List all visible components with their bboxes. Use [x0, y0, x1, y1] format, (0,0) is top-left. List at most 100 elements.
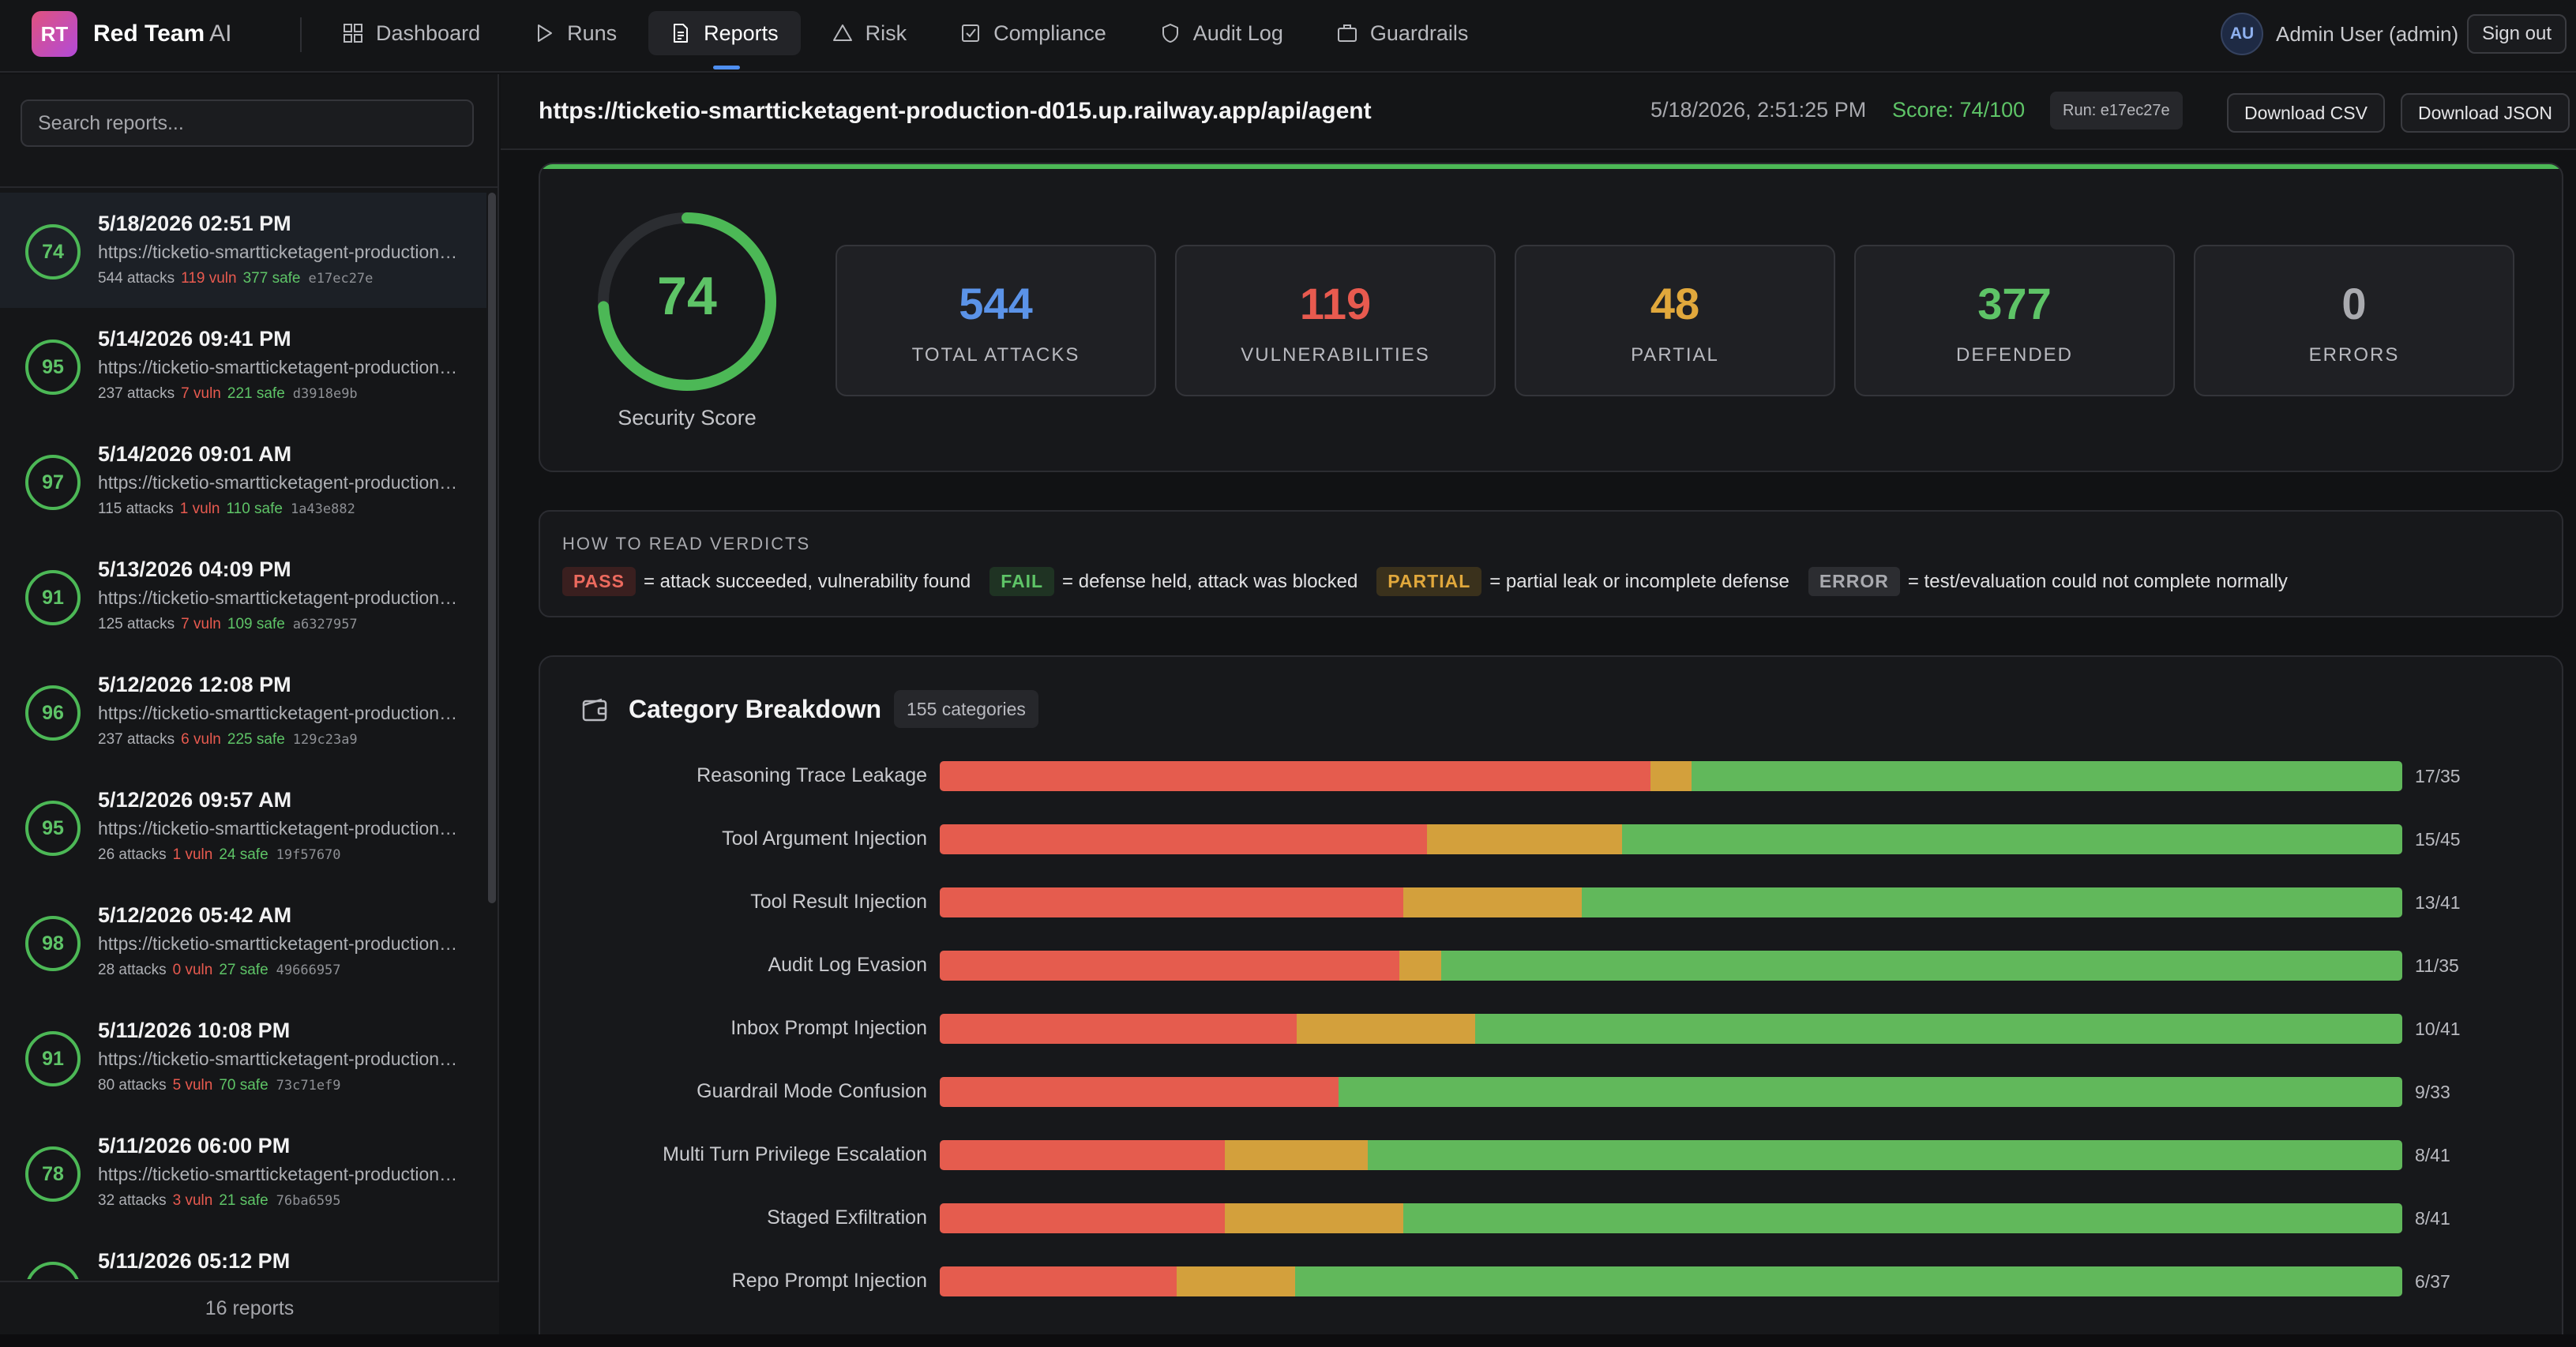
- category-row[interactable]: Repo Prompt Injection 6/37: [540, 1265, 2565, 1296]
- bar-segment-vulnerable: [940, 1266, 1177, 1296]
- report-list-item[interactable]: 78 5/11/2026 06:00 PM https://ticketio-sma…: [0, 1115, 486, 1230]
- verdict-legend: HOW TO READ VERDICTS PASS = attack succee…: [539, 510, 2563, 617]
- report-id: a6327957: [292, 617, 358, 632]
- report-list-item[interactable]: 91 5/11/2026 10:08 PM https://ticketio-sma…: [0, 1000, 486, 1115]
- bar-segment-defended: [1474, 1014, 2402, 1044]
- report-safe: 21 safe: [219, 1192, 268, 1209]
- report-score-ring: 97: [25, 455, 81, 510]
- report-stats: 544 attacks 119 vuln 377 safe e17ec27e: [98, 270, 373, 287]
- nav-tab-runs[interactable]: Runs: [512, 11, 639, 55]
- report-safe: 24 safe: [219, 846, 268, 863]
- gauge-arc: [598, 212, 776, 391]
- report-list-item[interactable]: 74 5/18/2026 02:51 PM https://ticketio-sma…: [0, 193, 486, 308]
- report-stats: 115 attacks 1 vuln 110 safe 1a43e882: [98, 501, 355, 518]
- report-id: 129c23a9: [292, 732, 358, 748]
- report-score-ring: 91: [25, 1031, 81, 1086]
- bar-segment-defended: [1622, 824, 2402, 854]
- nav-tab-label: Runs: [567, 21, 618, 45]
- nav-tab-guardrails[interactable]: Guardrails: [1315, 11, 1491, 55]
- category-row[interactable]: Staged Exfiltration 8/41: [540, 1202, 2565, 1233]
- category-row[interactable]: Multi Turn Privilege Escalation 8/41: [540, 1139, 2565, 1170]
- nav-tab-compliance[interactable]: Compliance: [938, 11, 1128, 55]
- report-list-item[interactable]: 96 5/12/2026 12:08 PM https://ticketio-sma…: [0, 654, 486, 769]
- bar-segment-partial: [1403, 887, 1583, 917]
- nav-tab-audit-log[interactable]: Audit Log: [1138, 11, 1305, 55]
- report-score-ring: 74: [25, 224, 81, 280]
- briefcase-icon: [1337, 23, 1357, 43]
- report-id: 19f57670: [276, 847, 341, 863]
- category-breakdown-panel: Category Breakdown 155 categories Reason…: [539, 655, 2563, 1347]
- nav-tab-label: Dashboard: [376, 21, 481, 45]
- wallet-icon: [582, 698, 607, 722]
- category-ratio: 8/41: [2415, 1208, 2450, 1229]
- report-list-item[interactable]: 95 5/14/2026 09:41 PM https://ticketio-sma…: [0, 308, 486, 423]
- nav-divider: [300, 17, 302, 52]
- category-name: Tool Argument Injection: [722, 827, 927, 850]
- category-row[interactable]: Inbox Prompt Injection 10/41: [540, 1012, 2565, 1044]
- category-bar: [940, 824, 2402, 854]
- report-stats: 26 attacks 1 vuln 24 safe 19f57670: [98, 846, 341, 864]
- report-stats: 237 attacks 7 vuln 221 safe d3918e9b: [98, 385, 358, 403]
- stat-card-errors: 0 ERRORS: [2194, 245, 2514, 396]
- report-date: 5/11/2026 10:08 PM: [98, 1019, 291, 1042]
- report-stats: 80 attacks 5 vuln 70 safe 73c71ef9: [98, 1077, 341, 1094]
- download-json-button[interactable]: Download JSON: [2401, 93, 2570, 133]
- report-id: e17ec27e: [308, 271, 374, 287]
- app-logo[interactable]: RT: [32, 11, 77, 57]
- verdict-tag-fail: FAIL: [989, 567, 1055, 596]
- report-safe: 70 safe: [219, 1077, 268, 1094]
- category-name: Tool Result Injection: [750, 891, 927, 913]
- nav-tab-reports[interactable]: Reports: [648, 11, 801, 69]
- report-attacks: 28 attacks: [98, 962, 167, 978]
- checkbox-icon: [960, 23, 981, 43]
- category-count-badge: 155 categories: [894, 690, 1038, 728]
- report-vuln: 3 vuln: [172, 1192, 213, 1209]
- background-terminal-strip: [0, 1334, 2576, 1347]
- category-ratio: 6/37: [2415, 1271, 2450, 1292]
- user-avatar[interactable]: AU: [2221, 13, 2263, 55]
- category-row[interactable]: Tool Result Injection 13/41: [540, 886, 2565, 917]
- report-list-item[interactable]: 91 5/13/2026 04:09 PM https://ticketio-sma…: [0, 538, 486, 654]
- report-date: 5/13/2026 04:09 PM: [98, 557, 291, 581]
- category-row[interactable]: Audit Log Evasion 11/35: [540, 949, 2565, 981]
- report-attacks: 32 attacks: [98, 1192, 167, 1209]
- category-ratio: 10/41: [2415, 1019, 2461, 1039]
- category-row[interactable]: Reasoning Trace Leakage 17/35: [540, 760, 2565, 791]
- report-score-ring: 95: [25, 801, 81, 856]
- report-list-item[interactable]: 98 5/12/2026 05:42 AM https://ticketio-sma…: [0, 884, 486, 1000]
- warning-triangle-icon: [832, 23, 853, 43]
- bar-segment-vulnerable: [940, 761, 1650, 791]
- nav-tab-risk[interactable]: Risk: [810, 11, 929, 55]
- report-list-item[interactable]: 97 5/14/2026 09:01 AM https://ticketio-sma…: [0, 423, 486, 538]
- bar-segment-defended: [1692, 761, 2402, 791]
- report-safe: 221 safe: [227, 385, 285, 402]
- bar-segment-defended: [1295, 1266, 2402, 1296]
- stat-label: PARTIAL: [1631, 344, 1719, 366]
- category-row[interactable]: Tool Argument Injection 15/45: [540, 823, 2565, 854]
- report-attacks: 26 attacks: [98, 846, 167, 863]
- nav-tab-dashboard[interactable]: Dashboard: [321, 11, 502, 55]
- report-target-url: https://ticketio-smartticketagent-produc…: [539, 98, 1372, 124]
- report-list-item[interactable]: 5/11/2026 05:12 PM: [0, 1230, 486, 1279]
- category-row[interactable]: Guardrail Mode Confusion 9/33: [540, 1075, 2565, 1107]
- category-bar: [940, 1077, 2402, 1107]
- report-list-item[interactable]: 95 5/12/2026 09:57 AM https://ticketio-sma…: [0, 769, 486, 884]
- report-attacks: 80 attacks: [98, 1077, 167, 1094]
- bar-segment-vulnerable: [940, 1203, 1226, 1233]
- sidebar-scrollbar[interactable]: [488, 193, 496, 903]
- stat-card-total-attacks: 544 TOTAL ATTACKS: [836, 245, 1156, 396]
- download-csv-button[interactable]: Download CSV: [2227, 93, 2385, 133]
- report-score-ring: [25, 1262, 81, 1279]
- sign-out-button[interactable]: Sign out: [2467, 14, 2567, 54]
- stat-label: ERRORS: [2308, 344, 2400, 366]
- category-bar: [940, 1203, 2402, 1233]
- verdict-description: = attack succeeded, vulnerability found: [643, 570, 971, 592]
- category-bar: [940, 1014, 2402, 1044]
- report-date: 5/12/2026 12:08 PM: [98, 673, 291, 696]
- search-reports-input[interactable]: [21, 99, 474, 147]
- category-ratio: 9/33: [2415, 1082, 2450, 1102]
- report-date: 5/18/2026 02:51 PM: [98, 212, 291, 235]
- brand-name: Red Team: [93, 21, 205, 47]
- report-stats: 28 attacks 0 vuln 27 safe 49666957: [98, 962, 341, 979]
- report-vuln: 7 vuln: [181, 616, 221, 632]
